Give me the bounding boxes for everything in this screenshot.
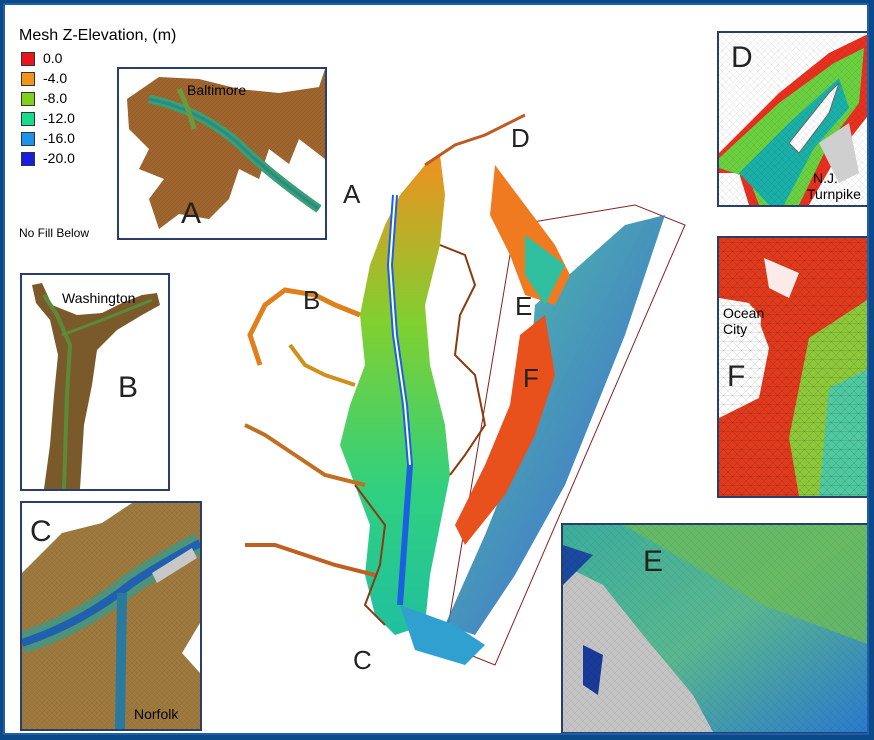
inset-b-map: [22, 275, 168, 489]
inset-a-map: [119, 69, 325, 238]
main-map-label-f: F: [523, 363, 539, 393]
inset-b: Washington B: [20, 273, 170, 491]
inset-c: C Norfolk: [20, 501, 202, 731]
main-map-label-b: B: [303, 285, 321, 315]
inset-e: E: [561, 523, 867, 733]
legend-title: Mesh Z-Elevation, (m): [19, 27, 177, 44]
legend-swatch: [21, 72, 35, 86]
legend-label: -4.0: [43, 70, 68, 86]
inset-d: D N.J. Turnpike: [717, 31, 867, 207]
main-map-label-a: A: [343, 179, 361, 209]
inset-e-letter: E: [643, 545, 664, 578]
main-map-label-d: D: [511, 123, 530, 153]
legend-swatch: [21, 52, 35, 66]
inset-c-place-label: Norfolk: [134, 706, 179, 722]
inset-d-place-label-line2: Turnpike: [807, 186, 861, 202]
legend-swatch: [21, 152, 35, 166]
legend-swatch: [21, 112, 35, 126]
inset-a-place-label: Baltimore: [187, 82, 247, 98]
inset-d-letter: D: [731, 41, 753, 74]
inset-f-place-label-line1: Ocean: [723, 305, 765, 321]
inset-e-map: [563, 525, 867, 732]
figure-frame: Mesh Z-Elevation, (m) 0.0 -4.0 -8.0 -12.…: [3, 3, 869, 735]
legend-swatch: [21, 92, 35, 106]
inset-b-letter: B: [118, 371, 139, 404]
legend-no-fill-label: No Fill Below: [19, 226, 90, 240]
inset-f-letter: F: [727, 360, 746, 393]
inset-a-letter: A: [181, 197, 202, 230]
legend-label: -16.0: [43, 130, 75, 146]
legend-label: -20.0: [43, 150, 75, 166]
inset-d-place-label-line1: N.J.: [813, 170, 838, 186]
inset-f: Ocean City F: [717, 236, 867, 498]
legend-swatch: [21, 132, 35, 146]
legend-label: -12.0: [43, 110, 75, 126]
inset-d-map: [719, 33, 867, 205]
main-map-label-c: C: [353, 645, 372, 675]
inset-c-letter: C: [30, 515, 52, 548]
legend-label: 0.0: [43, 50, 63, 66]
main-bay-map: [244, 113, 686, 666]
inset-f-map: [719, 238, 867, 496]
inset-a: Baltimore A: [117, 67, 327, 240]
main-map-label-e: E: [515, 291, 533, 321]
legend-label: -8.0: [43, 90, 68, 106]
inset-b-place-label: Washington: [62, 290, 136, 306]
inset-f-place-label-line2: City: [723, 321, 748, 337]
inset-c-map: [22, 503, 200, 729]
